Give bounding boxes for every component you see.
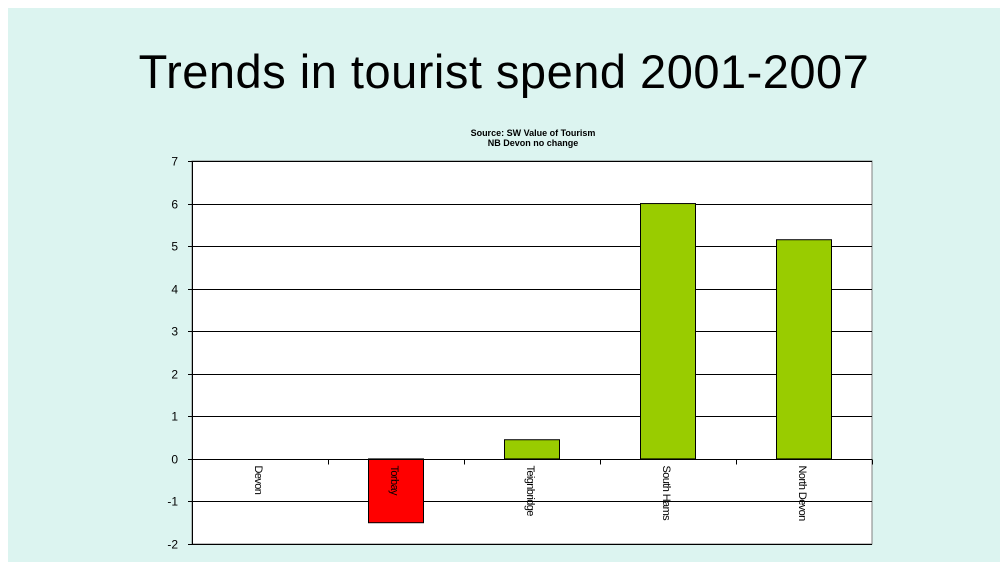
- plot-area: [191, 160, 873, 545]
- category-label: Teignbridge: [524, 466, 536, 517]
- y-tick-label: 5: [171, 240, 178, 254]
- slide-title: Trends in tourist spend 2001-2007: [138, 45, 870, 98]
- y-tick-label: 6: [171, 198, 178, 212]
- bar-south-hams: [640, 203, 696, 460]
- y-tick-label: -1: [167, 495, 178, 509]
- y-tick-label: 7: [171, 155, 178, 169]
- bar-torbay: [368, 458, 424, 524]
- category-label: Devon: [252, 466, 264, 495]
- category-label: North Devon: [796, 466, 808, 522]
- y-tick-label: 3: [171, 325, 178, 339]
- category-label: South Hams: [660, 466, 672, 522]
- category-label: Torbay: [388, 466, 400, 497]
- chart-subtitle-line: Source: SW Value of Tourism: [471, 128, 596, 138]
- y-tick-label: 4: [171, 283, 178, 297]
- y-tick-label: 2: [171, 368, 178, 382]
- chart-subtitle-line: NB Devon no change: [488, 138, 579, 148]
- y-tick-label: -2: [167, 538, 178, 552]
- y-tick-label: 0: [171, 453, 178, 467]
- bar-north-devon: [776, 239, 832, 460]
- y-tick-label: 1: [171, 410, 178, 424]
- bar-teignbridge: [504, 439, 560, 460]
